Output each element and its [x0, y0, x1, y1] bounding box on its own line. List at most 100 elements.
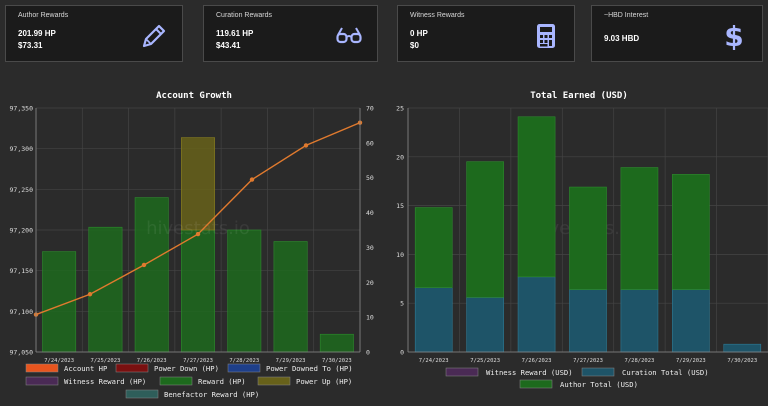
total-earned-chart: Total Earned (USD) hivestats.io 05101520…	[396, 91, 768, 389]
y-tick-label-right: 20	[366, 279, 374, 287]
y-tick-label-left: 97,050	[10, 349, 34, 357]
legend-label: Account HP	[64, 364, 107, 373]
legend-label: Reward (HP)	[198, 377, 246, 386]
y-tick-label-right: 60	[366, 139, 374, 147]
x-tick-label: 7/25/2023	[91, 358, 121, 364]
card-title: Author Rewards	[18, 12, 69, 19]
card-value-hp: 119.61 HP	[216, 29, 254, 38]
author-total-bar	[414, 207, 453, 288]
legend-swatch	[25, 363, 59, 373]
y-tick-label-right: 70	[366, 105, 374, 113]
curation-rewards-card: Curation Rewards 119.61 HP $43.41	[203, 5, 378, 62]
card-value-usd: $73.31	[18, 41, 43, 50]
card-title: ~HBD Interest	[604, 12, 649, 19]
curation-total-bar	[620, 289, 659, 353]
hbd-interest-card: ~HBD Interest 9.03 HBD $	[591, 5, 763, 62]
card-value-usd: $43.41	[216, 41, 241, 50]
x-tick-label: 7/28/2023	[229, 358, 259, 364]
x-tick-label: 7/27/2023	[573, 358, 603, 364]
x-tick-label: 7/29/2023	[276, 358, 306, 364]
y-tick-label-left: 97,150	[10, 267, 34, 275]
author-total-bar	[569, 186, 607, 290]
chart-title: Account Growth	[156, 91, 232, 101]
author-rewards-card: Author Rewards 201.99 HP $73.31	[5, 5, 183, 62]
chart-title: Total Earned (USD)	[530, 91, 628, 101]
x-tick-label: 7/28/2023	[625, 358, 655, 364]
y-tick-label: 0	[400, 349, 404, 357]
curation-total-bar	[466, 297, 504, 353]
legend-label: Witness Reward (USD)	[486, 368, 573, 377]
legend-label: Curation Total (USD)	[622, 368, 709, 377]
account-growth-chart: Account Growth hivestats.io 97,050 97,100…	[10, 91, 374, 399]
card-value-hp: 0 HP	[410, 29, 428, 38]
curation-total-bar	[517, 276, 556, 353]
legend-swatch	[519, 379, 553, 389]
x-tick-label: 7/26/2023	[522, 358, 552, 364]
x-tick-label: 7/24/2023	[419, 358, 449, 364]
card-value-hbd: 9.03 HBD	[604, 34, 640, 43]
card-value-hp: 201.99 HP	[18, 29, 56, 38]
y-tick-label-left: 97,350	[10, 105, 34, 113]
y-tick-label-left: 97,250	[10, 186, 34, 194]
x-tick-label: 7/30/2023	[322, 358, 352, 364]
glasses-icon	[336, 27, 362, 44]
legend-label: Power Down (HP)	[154, 364, 219, 373]
legend-swatch	[25, 376, 59, 386]
author-total-bar	[672, 174, 710, 290]
legend-swatch	[159, 376, 193, 386]
y-tick-label-left: 97,100	[10, 308, 34, 316]
reward-hp-bar	[273, 241, 308, 353]
y-tick-label: 5	[400, 300, 404, 308]
dollar-icon: $	[724, 22, 743, 50]
svg-text:$: $	[724, 22, 743, 50]
legend-swatch	[445, 367, 479, 377]
x-tick-label: 7/27/2023	[183, 358, 213, 364]
y-tick-label-right: 0	[366, 349, 370, 357]
legend-swatch	[125, 389, 159, 399]
legend-swatch	[581, 367, 615, 377]
y-tick-label-left: 97,300	[10, 145, 34, 153]
reward-hp-bar	[227, 229, 262, 353]
watermark: hivestats.io	[146, 218, 250, 239]
curation-total-bar	[723, 343, 762, 353]
legend-label: Power Up (HP)	[296, 377, 352, 386]
card-title: Curation Rewards	[216, 12, 273, 19]
curation-total-bar	[569, 289, 607, 353]
legend-label: Author Total (USD)	[560, 380, 638, 389]
legend-label: Benefactor Reward (HP)	[164, 390, 259, 399]
y-tick-label: 15	[396, 202, 404, 210]
account-hp-point	[195, 231, 201, 237]
reward-hp-bar	[319, 333, 354, 353]
y-tick-label: 25	[396, 105, 404, 113]
account-hp-point	[141, 262, 147, 268]
card-value-usd: $0	[410, 41, 419, 50]
account-hp-point	[249, 177, 255, 182]
y-tick-label-right: 50	[366, 174, 374, 182]
author-total-bar	[466, 161, 504, 298]
x-tick-label: 7/26/2023	[137, 358, 167, 364]
curation-total-bar	[672, 289, 710, 353]
y-tick-label-right: 30	[366, 244, 374, 252]
reward-hp-bar	[134, 197, 169, 353]
witness-rewards-card: Witness Rewards 0 HP $0	[397, 5, 575, 62]
calculator-icon	[537, 24, 555, 48]
card-title: Witness Rewards	[410, 12, 465, 19]
curation-total-bar	[414, 287, 453, 353]
legend-swatch	[227, 363, 261, 373]
x-tick-label: 7/24/2023	[44, 358, 74, 364]
pencil-icon	[142, 24, 166, 48]
x-tick-label: 7/25/2023	[470, 358, 500, 364]
y-tick-label-right: 40	[366, 209, 374, 217]
y-tick-label: 10	[396, 251, 404, 259]
legend-label: Power Downed To (HP)	[266, 364, 353, 373]
author-total-bar	[517, 116, 556, 278]
y-tick-label-right: 10	[366, 314, 374, 322]
legend-swatch	[257, 376, 291, 386]
author-total-bar	[620, 167, 659, 290]
x-tick-label: 7/29/2023	[676, 358, 706, 364]
power-up-hp-bar	[181, 137, 215, 231]
account-hp-point	[303, 143, 309, 148]
legend-label: Witness Reward (HP)	[64, 377, 146, 386]
y-tick-label-left: 97,200	[10, 227, 34, 235]
reward-hp-bar	[181, 229, 215, 353]
